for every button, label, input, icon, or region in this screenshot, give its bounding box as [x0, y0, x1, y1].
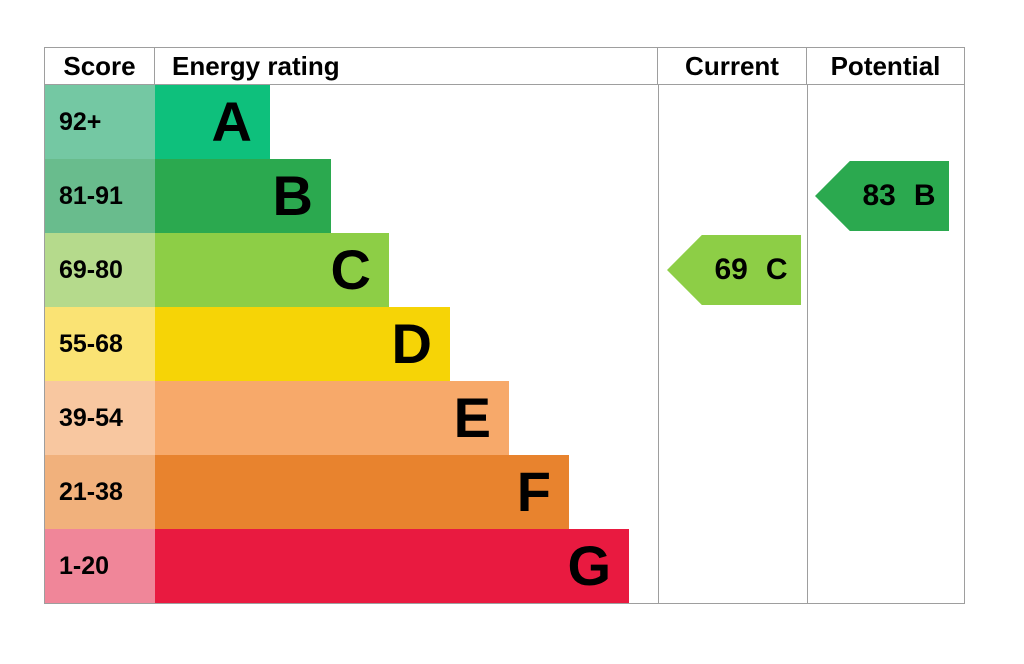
potential-column-header: Potential: [830, 50, 941, 81]
band-bar: G: [155, 529, 629, 603]
band-bar: D: [155, 307, 450, 381]
band-score-range: 1-20: [45, 529, 155, 603]
band-letter: A: [211, 90, 252, 153]
band-letter: B: [272, 164, 313, 227]
band-row-d: 55-68 D: [45, 307, 964, 381]
potential-column-divider: [807, 85, 808, 603]
current-rating-letter: C: [765, 253, 788, 286]
band-bar: E: [155, 381, 509, 455]
band-score-range: 39-54: [45, 381, 155, 455]
band-row-b: 81-91 B: [45, 159, 964, 233]
current-column-header: Current: [658, 48, 807, 84]
band-bar: B: [155, 159, 331, 233]
potential-rating-value: 83: [862, 179, 896, 212]
current-rating-value: 69: [714, 253, 748, 286]
band-row-f: 21-38 F: [45, 455, 964, 529]
band-row-c: 69-80 C: [45, 233, 964, 307]
band-score-range: 69-80: [45, 233, 155, 307]
band-score-range: 55-68: [45, 307, 155, 381]
band-letter: E: [453, 386, 491, 449]
chart-body: 92+ A 81-91 B 69-80 C 55-68 D 39-54 E 21…: [45, 85, 964, 603]
epc-rating-chart: Score Energy rating Current Potential 92…: [44, 47, 965, 604]
band-score-range: 21-38: [45, 455, 155, 529]
band-score-range: 92+: [45, 85, 155, 159]
band-bar: C: [155, 233, 389, 307]
chart-header-row: Score Energy rating Current Potential: [45, 48, 964, 85]
band-row-a: 92+ A: [45, 85, 964, 159]
band-score-range: 81-91: [45, 159, 155, 233]
potential-rating-letter: B: [913, 179, 936, 212]
score-column-header: Score: [45, 48, 155, 84]
band-row-e: 39-54 E: [45, 381, 964, 455]
band-bar: A: [155, 85, 270, 159]
current-column-divider: [658, 85, 659, 603]
band-row-g: 1-20 G: [45, 529, 964, 603]
energy-rating-column-header: Energy rating: [155, 48, 658, 84]
band-bar: F: [155, 455, 569, 529]
band-letter: D: [391, 312, 432, 375]
band-letter: C: [330, 238, 371, 301]
band-letter: G: [567, 534, 611, 597]
band-letter: F: [516, 460, 551, 523]
